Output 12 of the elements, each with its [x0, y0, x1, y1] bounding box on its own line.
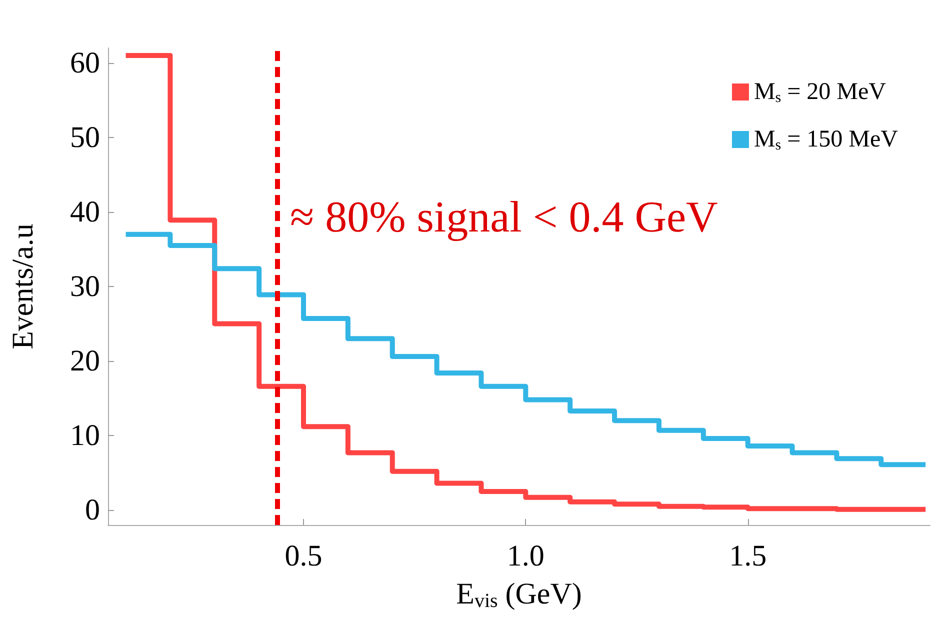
y-tick-label: 20: [70, 344, 100, 378]
y-tick-label: 40: [70, 195, 100, 228]
y-tick-label: 30: [70, 270, 100, 303]
y-tick-label: 10: [70, 419, 100, 452]
x-tick-label: 0.5: [284, 540, 322, 572]
x-tick-label: 1.0: [506, 540, 544, 572]
x-tick-label: 1.5: [729, 540, 767, 572]
annotation: ≈ 80% signal < 0.4 GeV: [290, 192, 718, 242]
y-tick-label: 60: [70, 46, 100, 80]
y-tick-label: 0: [85, 494, 100, 527]
y-tick-label: 50: [70, 120, 100, 154]
y-axis-title: Events/a.u: [6, 224, 40, 350]
